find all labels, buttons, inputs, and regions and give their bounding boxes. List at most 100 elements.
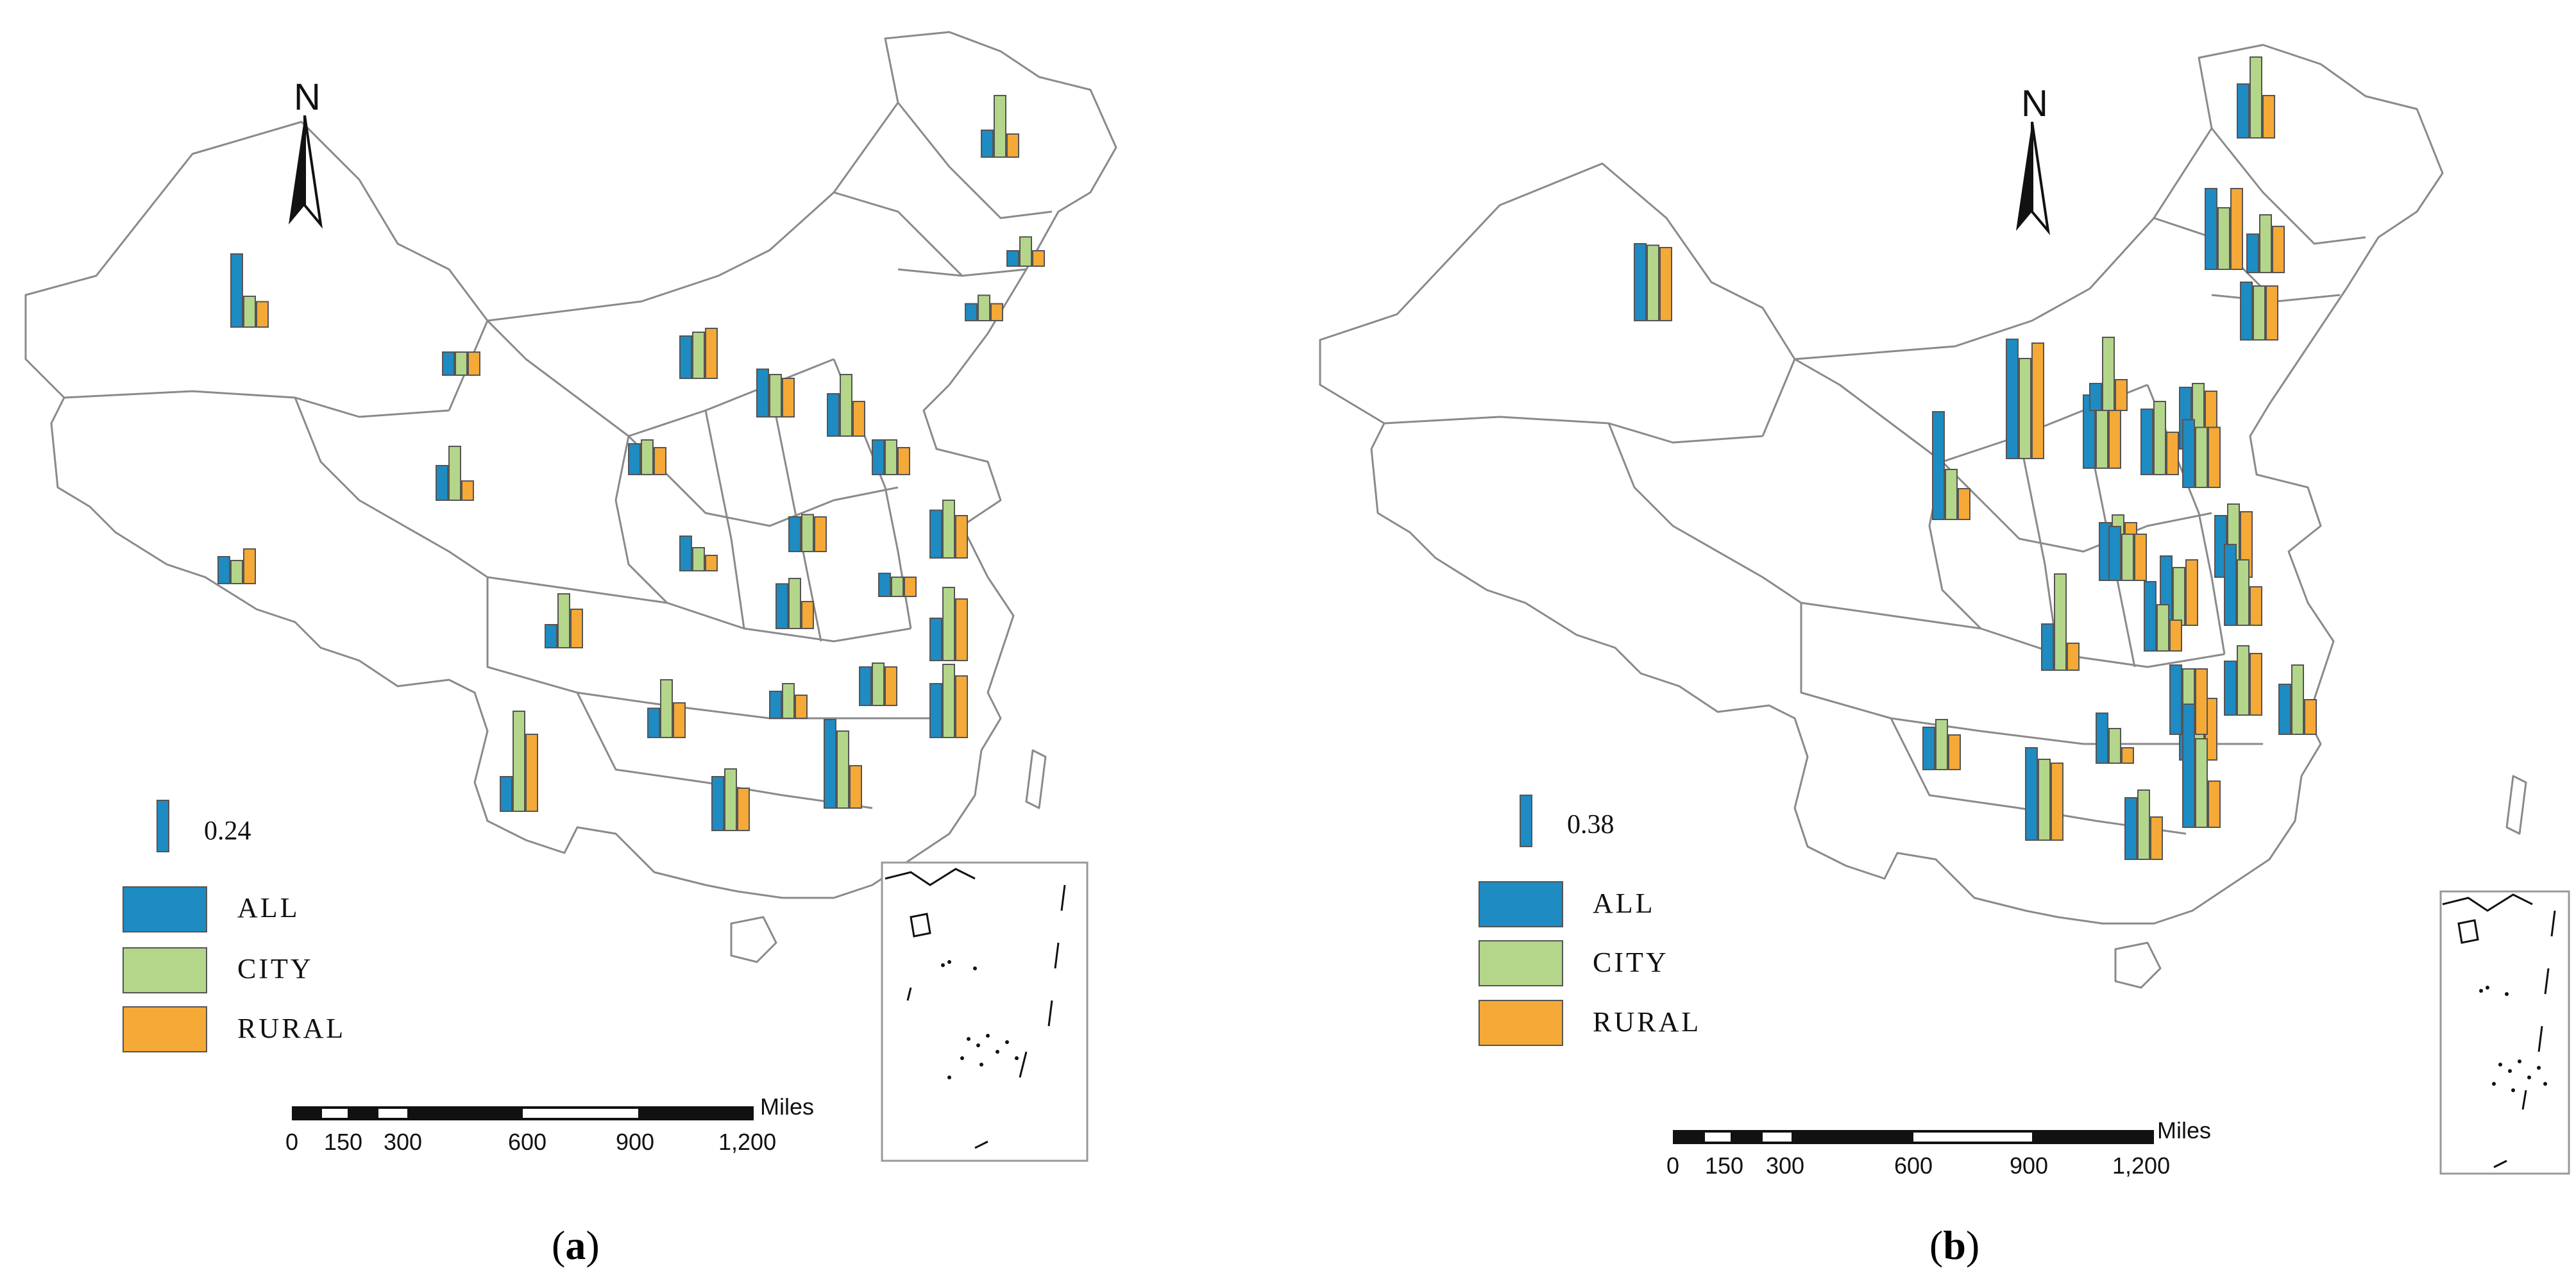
bar-all (2182, 419, 2195, 489)
bar-all (756, 368, 769, 417)
bar-rural (2262, 95, 2275, 139)
bar-city (2108, 728, 2121, 764)
reference-value: 0.38 (1567, 810, 1614, 839)
bar-city (1019, 236, 1032, 267)
province-bar-group (859, 662, 897, 706)
bar-city (2259, 214, 2272, 273)
bar-city (557, 593, 570, 648)
bar-city (2137, 789, 2150, 860)
bar-rural (2185, 559, 2198, 626)
bar-city (2054, 573, 2067, 671)
province-bar-group (824, 719, 862, 809)
bar-all (628, 443, 641, 475)
bar-rural (2166, 432, 2179, 475)
bar-all (2025, 747, 2038, 841)
bar-all (1932, 411, 1945, 520)
bar-rural (955, 598, 968, 661)
bar-city (2291, 664, 2304, 735)
legend-swatch-all (123, 886, 207, 932)
bar-all (2240, 282, 2253, 341)
bar-rural (1948, 734, 1961, 770)
bar-rural (2250, 653, 2262, 716)
bar-rural (2115, 379, 2128, 411)
north-label: N (2021, 83, 2048, 124)
bar-all (2278, 684, 2291, 735)
bar-rural (801, 601, 814, 629)
bar-rural (525, 734, 538, 812)
bar-all (965, 303, 978, 322)
province-bar-group (827, 374, 865, 437)
bar-city (872, 662, 885, 706)
province-bar-group (769, 683, 808, 719)
bar-rural (2230, 188, 2243, 270)
bar-all (2224, 544, 2237, 626)
bar-rural (1032, 250, 1045, 267)
province-bar-group (647, 679, 686, 739)
panel-caption-a: (a) (552, 1222, 600, 1268)
bar-city (1647, 244, 1659, 321)
province-bar-group (775, 578, 814, 630)
bar-rural (2208, 426, 2221, 489)
bar-all (679, 335, 692, 379)
province-bar-group (2089, 337, 2128, 411)
scale-tick: 150 (1705, 1152, 1744, 1179)
bar-city (641, 439, 654, 475)
bar-city (2153, 401, 2166, 475)
province-bar-group (711, 768, 750, 831)
bar-all (824, 719, 836, 809)
bar-rural (570, 609, 583, 648)
province-bar-group (2108, 526, 2147, 581)
province-bar-group (788, 514, 827, 553)
reference-value: 0.24 (204, 816, 251, 846)
bar-rural (2031, 342, 2044, 459)
province-bar-group (217, 548, 256, 584)
province-bar-group (1932, 411, 1970, 520)
bar-all (788, 516, 801, 552)
bar-city (2157, 604, 2169, 652)
province-bar-group (929, 500, 968, 559)
north-arrow-icon (289, 115, 323, 229)
province-bar-group (2144, 581, 2182, 652)
province-bar-group (1634, 243, 1672, 321)
bar-city (978, 294, 990, 321)
province-bar-group (500, 711, 538, 812)
province-bar-group (2124, 789, 2163, 860)
bar-all (769, 691, 782, 719)
bar-all (878, 573, 891, 597)
bar-rural (461, 480, 474, 501)
scale-tick: 1,200 (718, 1129, 777, 1155)
bar-city (836, 730, 849, 809)
scale-tick: 1,200 (2112, 1152, 2171, 1179)
bar-all (2108, 526, 2121, 581)
bar-rural (1958, 488, 1970, 520)
province-bar-group (2041, 573, 2080, 671)
scale-unit: Miles (2157, 1117, 2212, 1143)
scale-unit: Miles (760, 1093, 815, 1120)
province-bar-group (230, 253, 269, 328)
bar-all (2182, 704, 2195, 828)
legend-label-all: ALL (1593, 888, 1656, 919)
scale-tick: 150 (324, 1129, 363, 1155)
inset-map (881, 861, 1089, 1162)
province-bar-group (878, 573, 917, 597)
reference-bar (157, 800, 169, 852)
province-bar-group (2240, 282, 2278, 341)
bar-rural (990, 303, 1003, 322)
bar-city (2253, 285, 2266, 341)
legend-label-all: ALL (237, 892, 300, 924)
bar-city (692, 547, 705, 571)
province-bar-group (679, 328, 718, 379)
bar-all (711, 776, 724, 831)
province-bar-group (2246, 214, 2285, 273)
bar-city (2121, 534, 2134, 581)
scale-bar (292, 1106, 754, 1120)
bar-rural (782, 378, 795, 417)
province-bar-group (929, 664, 968, 738)
province-bar-group (545, 593, 583, 648)
north-label: N (294, 76, 321, 118)
bar-all (2237, 83, 2250, 139)
bar-all (647, 707, 660, 739)
scale-tick: 900 (2010, 1152, 2049, 1179)
bar-city (660, 679, 673, 738)
bar-rural (955, 515, 968, 559)
